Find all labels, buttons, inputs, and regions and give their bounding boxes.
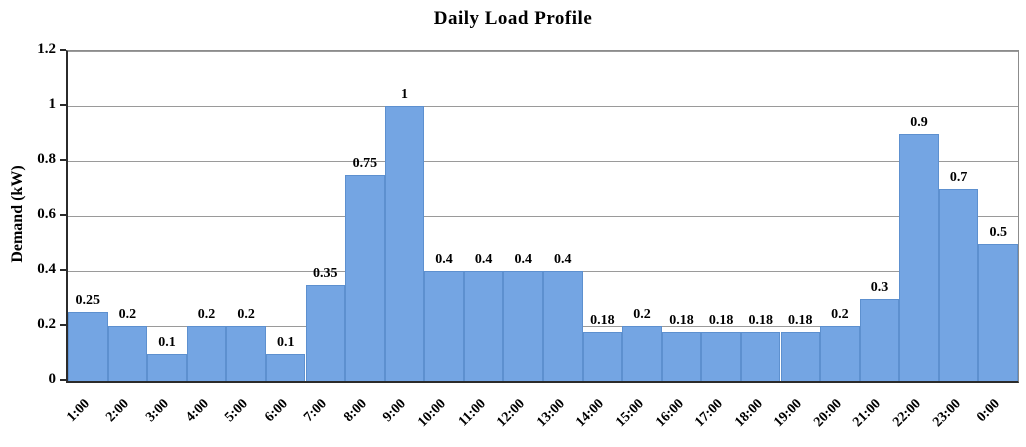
bar-20:00 [820, 326, 860, 381]
y-tick-label: 0.4 [37, 261, 56, 277]
bar-value-label: 0.1 [158, 334, 176, 350]
bar-18:00 [740, 331, 781, 381]
bar-value-label: 0.18 [748, 312, 773, 328]
y-tick-label: 0.6 [37, 206, 56, 222]
y-tick-mark [60, 269, 66, 271]
bar-value-label: 1 [400, 87, 408, 102]
bar-17:00 [701, 331, 741, 381]
bar-1:00 [68, 312, 108, 381]
y-tick-mark [60, 159, 66, 161]
y-tick-mark [60, 324, 66, 326]
bar-7:00 [305, 284, 346, 381]
bar-21:00 [859, 298, 900, 381]
y-tick-mark [60, 379, 66, 381]
y-tick-label: 0 [48, 371, 57, 387]
bar-value-label: 0.4 [554, 252, 572, 267]
y-tick-label: 0.2 [37, 316, 56, 332]
bar-13:00 [543, 271, 583, 381]
bar-10:00 [424, 271, 464, 381]
bar-value-label: 0.2 [633, 307, 651, 322]
bar-23:00 [938, 188, 979, 381]
y-tick-label: 0.8 [37, 151, 56, 167]
bar-19:00 [780, 331, 821, 381]
bar-3:00 [147, 353, 187, 381]
bar-value-label: 0.18 [788, 312, 813, 328]
bar-5:00 [226, 326, 266, 381]
gridline [68, 51, 1018, 52]
bar-4:00 [186, 326, 227, 381]
y-tick-mark [60, 49, 66, 51]
bar-value-label: 0.18 [708, 312, 734, 328]
bar-6:00 [265, 353, 306, 381]
gridline [68, 216, 1018, 217]
bar-11:00 [463, 271, 504, 381]
bar-value-label: 0.75 [352, 155, 378, 171]
bar-value-label: 0.2 [237, 307, 255, 322]
bar-value-label: 0.4 [435, 252, 453, 267]
bar-value-label: 0.2 [118, 307, 137, 322]
bar-15:00 [622, 326, 662, 381]
y-tick-label: 1 [48, 96, 57, 112]
bar-value-label: 0.25 [75, 293, 101, 309]
bar-8:00 [345, 174, 385, 381]
y-tick-mark [60, 104, 66, 106]
y-tick-label: 1.2 [37, 41, 56, 57]
bar-value-label: 0.7 [949, 169, 968, 185]
bar-22:00 [899, 133, 939, 381]
bar-value-label: 0.1 [276, 334, 295, 350]
bar-16:00 [661, 331, 702, 381]
bar-value-label: 0.18 [669, 312, 694, 328]
bar-value-label: 0.4 [514, 252, 532, 267]
bar-value-label: 0.3 [870, 279, 889, 295]
bar-0:00 [978, 243, 1018, 381]
bar-value-label: 0.35 [313, 265, 338, 281]
plot-area: 0.25 0.2 0.1 0.2 0.2 0.1 0.35 0.75 1 0.4 0.4 0.4 0.4… [66, 50, 1019, 383]
y-tick-mark [60, 214, 66, 216]
bar-value-label: 0.9 [910, 114, 928, 130]
bar-value-label: 0.5 [989, 224, 1007, 240]
bar-12:00 [503, 271, 543, 381]
bar-value-label: 0.2 [831, 307, 849, 322]
bar-14:00 [582, 331, 623, 381]
bar-2:00 [107, 326, 148, 381]
bar-9:00 [384, 106, 425, 381]
gridline [68, 106, 1018, 107]
bar-value-label: 0.2 [197, 307, 216, 322]
chart-title: Daily Load Profile [433, 8, 593, 29]
gridline [68, 161, 1018, 162]
bar-value-label: 0.18 [590, 312, 615, 328]
bar-value-label: 0.4 [474, 252, 493, 267]
